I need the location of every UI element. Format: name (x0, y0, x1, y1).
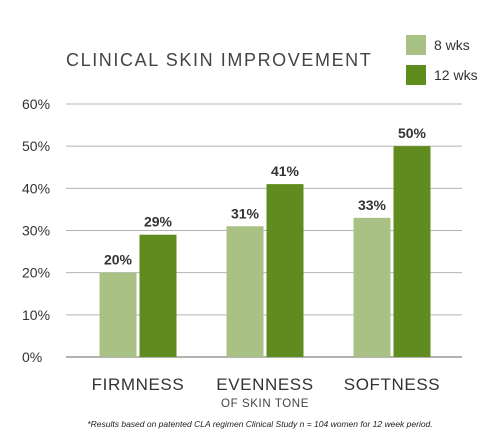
value-label: 29% (144, 214, 173, 230)
legend-swatch-8-wks (406, 35, 426, 55)
category-sublabel: OF SKIN TONE (221, 398, 309, 410)
y-tick-label: 60% (22, 96, 50, 112)
category-label: SOFTNESS (344, 375, 440, 394)
bar-12-wks-1 (266, 184, 304, 357)
bar-12-wks-2 (393, 146, 431, 357)
category-label: FIRMNESS (92, 375, 185, 394)
footnote: *Results based on patented CLA regimen C… (87, 419, 432, 429)
y-tick-label: 30% (22, 223, 50, 239)
y-tick-label: 40% (22, 180, 50, 196)
value-labels: 20% 31% 33% 29% 41% 50% (104, 125, 427, 267)
category-label: EVENNESS (216, 375, 313, 394)
y-tick-label: 50% (22, 138, 50, 154)
legend-label: 12 wks (434, 67, 478, 83)
legend: 8 wks 12 wks (406, 35, 478, 85)
chart-title: CLINICAL SKIN IMPROVEMENT (66, 50, 372, 70)
y-axis-ticks: 0% 10% 20% 30% 40% 50% 60% (22, 96, 50, 365)
y-tick-label: 20% (22, 265, 50, 281)
x-axis-labels: FIRMNESS EVENNESS OF SKIN TONE SOFTNESS (92, 375, 440, 410)
value-label: 20% (104, 252, 133, 268)
value-label: 33% (358, 197, 387, 213)
value-label: 31% (231, 205, 260, 221)
value-label: 50% (398, 125, 427, 141)
legend-label: 8 wks (434, 37, 470, 53)
bar-8-wks-0 (99, 272, 137, 357)
bars (99, 146, 431, 357)
bar-8-wks-1 (226, 226, 264, 357)
y-tick-label: 10% (22, 307, 50, 323)
bar-8-wks-2 (353, 217, 391, 357)
value-label: 41% (271, 163, 300, 179)
bar-12-wks-0 (139, 234, 177, 357)
y-tick-label: 0% (22, 349, 42, 365)
legend-swatch-12-wks (406, 65, 426, 85)
